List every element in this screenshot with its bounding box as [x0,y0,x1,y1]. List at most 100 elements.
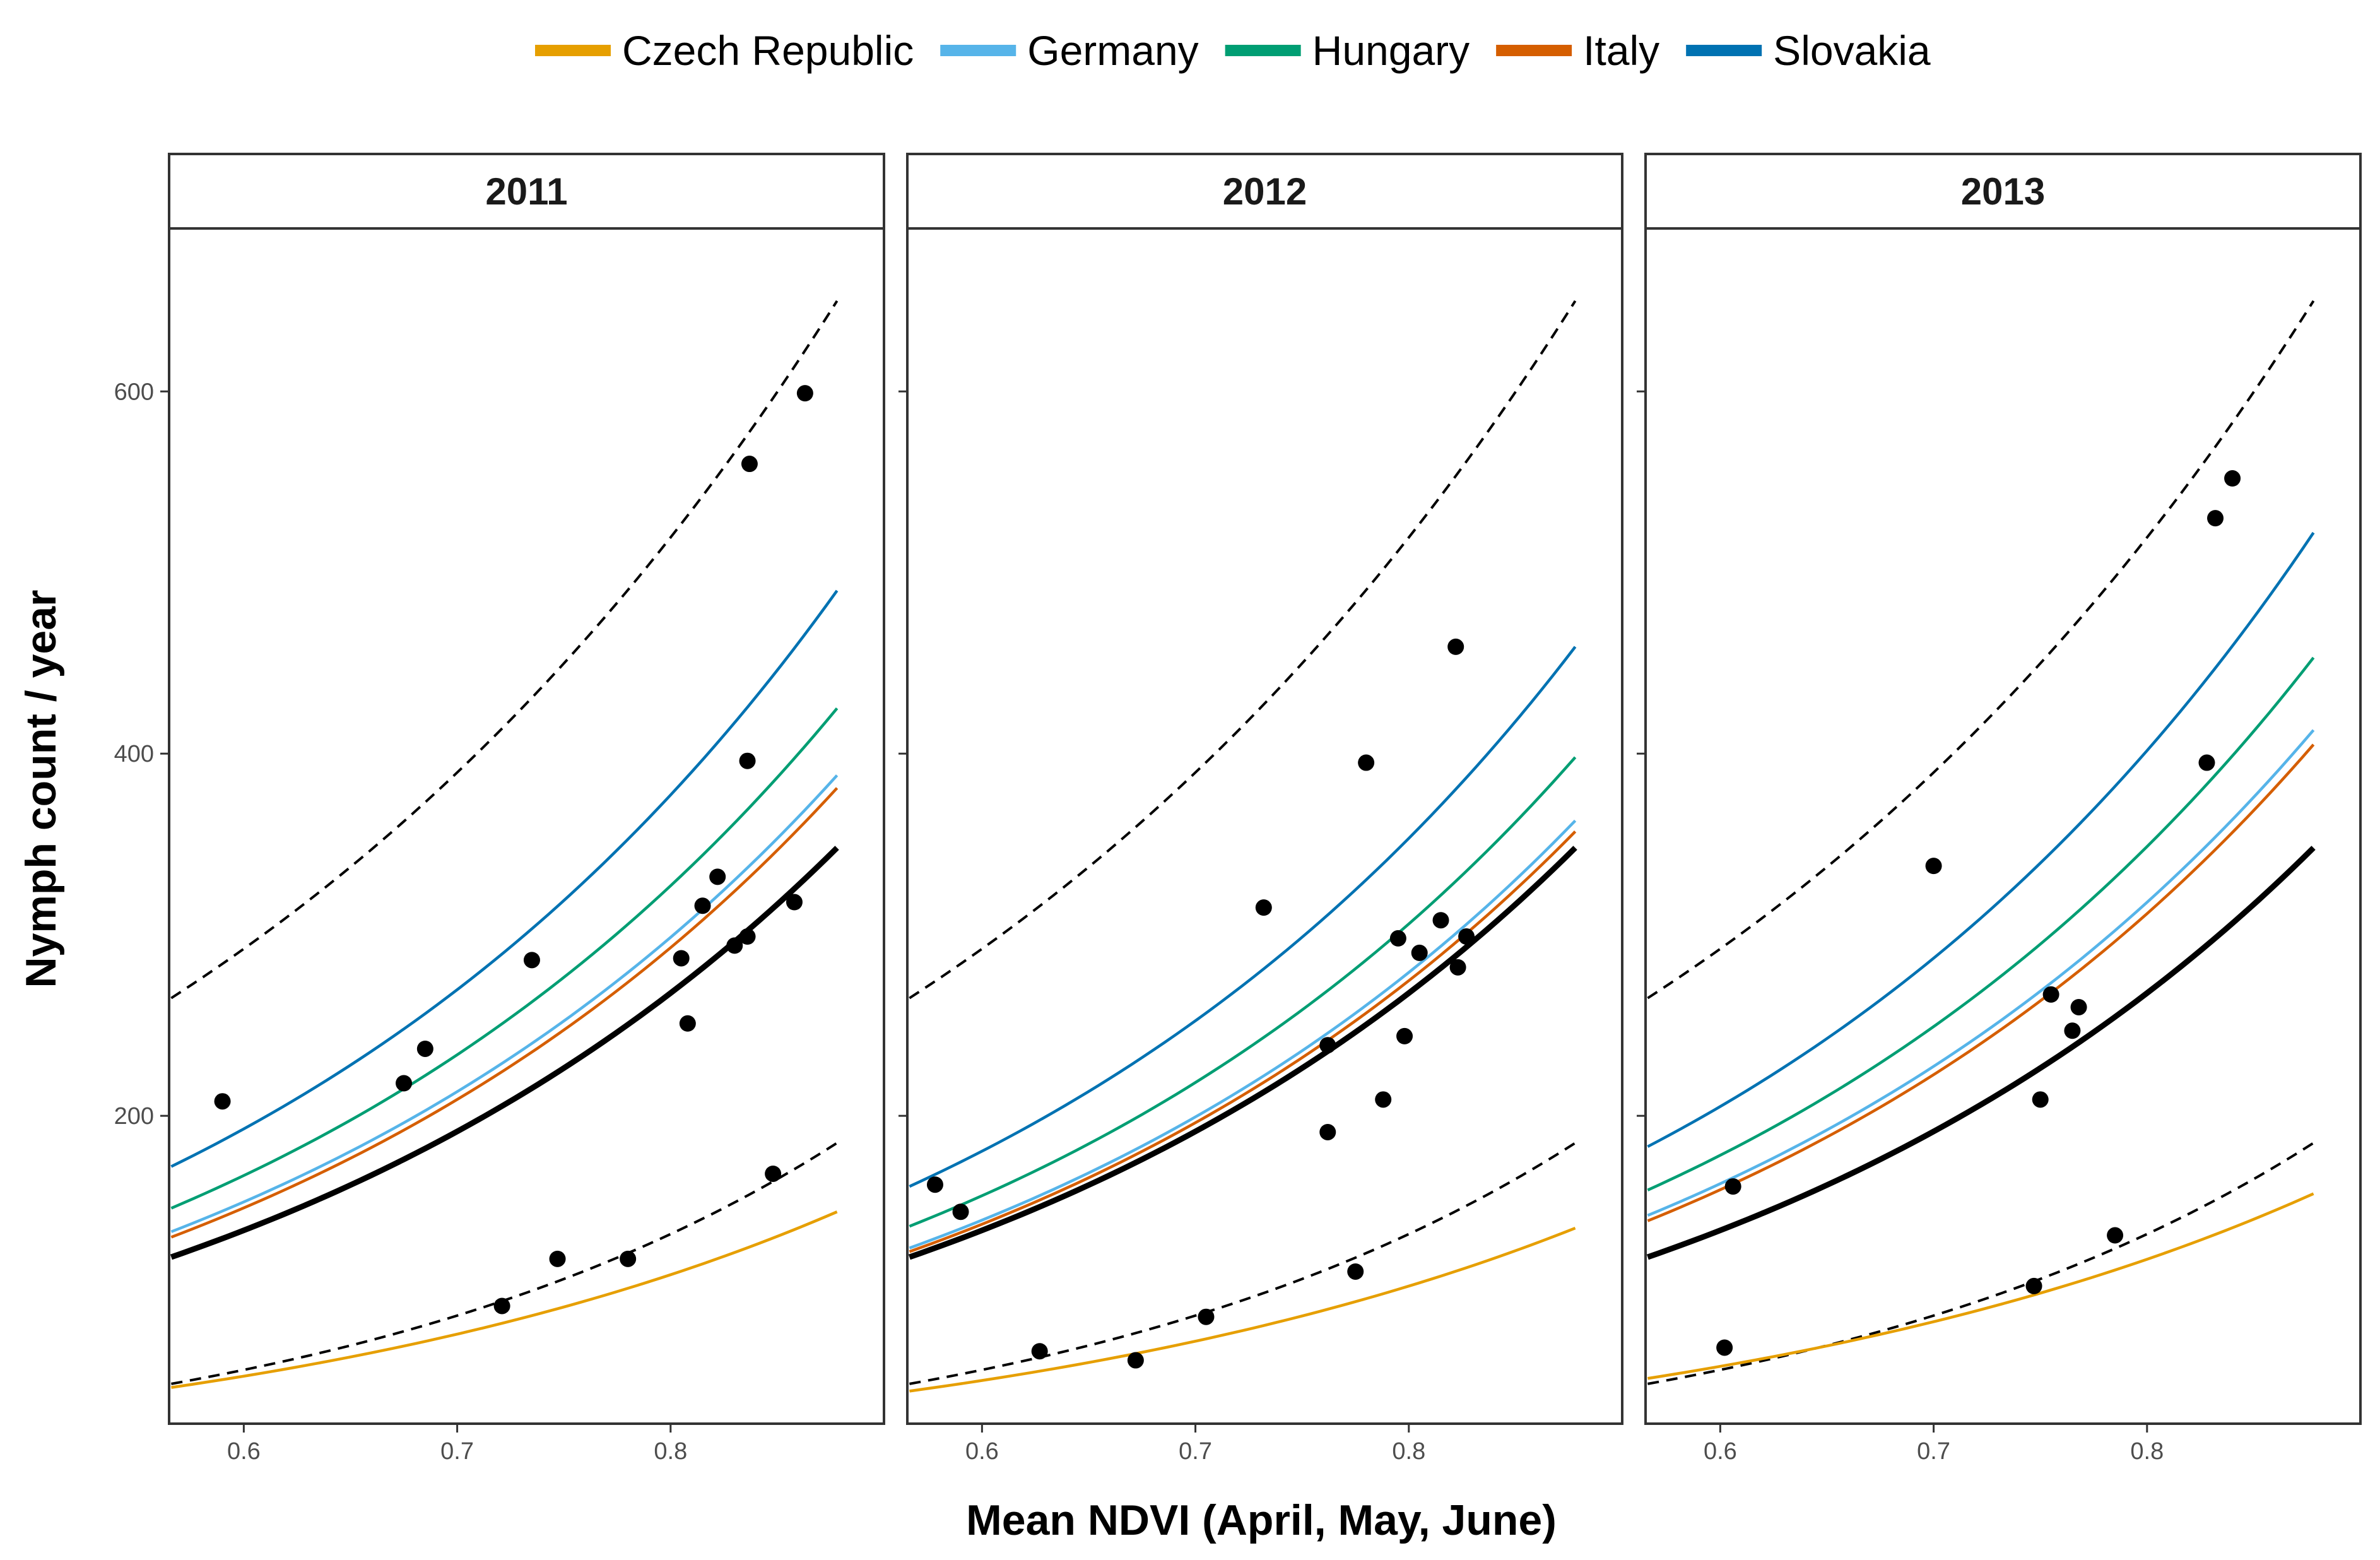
data-point [523,952,540,969]
data-point [694,897,711,914]
data-point [796,385,813,402]
panel-plot-area [907,228,1622,1424]
legend: Czech Republic Germany Hungary Italy Slovaki… [535,27,1931,74]
data-point [679,1015,696,1032]
panel-plot-area [1646,228,2360,1424]
panel-marks [908,300,1577,1393]
x-tick-label: 0.6 [1704,1438,1737,1465]
data-point [1347,1263,1364,1280]
data-point [2064,1022,2081,1039]
data-point [952,1203,969,1220]
data-point [2107,1227,2124,1244]
data-point [1319,1123,1336,1140]
data-point [416,1040,433,1057]
data-point [2032,1091,2049,1108]
series-line-germany [1647,729,2315,1217]
data-point [1447,638,1464,655]
panel-marks [1646,300,2316,1385]
panel-strip-label: 2012 [1223,170,1307,213]
panel-strip [168,153,885,230]
data-point [2198,754,2215,771]
data-point [2207,510,2224,527]
panel-2011: 2011 0.6 0.7 0.8 200 400 600 [114,153,885,1465]
x-tick-label: 0.6 [227,1438,261,1465]
series-line-czech-republic [1647,1192,2314,1380]
data-point [1389,930,1406,947]
y-tick-label: 200 [114,1103,154,1130]
panel-border [906,227,1623,1425]
data-point [2025,1277,2042,1294]
data-point [1127,1352,1144,1369]
upper-interval-line [170,300,839,1000]
series-line-germany [909,819,1577,1250]
y-axis-title: Nymph count / year [17,589,65,988]
data-point [1458,928,1475,945]
data-point [620,1250,637,1267]
panel-strip-label: 2013 [1961,170,2045,213]
data-point [1319,1037,1336,1054]
data-point [1716,1339,1733,1356]
y-tick-label: 400 [114,741,154,767]
data-point [396,1075,413,1092]
data-point [1031,1343,1048,1360]
data-point [1724,1178,1741,1195]
data-point [1255,899,1272,916]
x-tick-label: 0.8 [2130,1438,2164,1465]
series-line-germany [170,774,839,1233]
data-point [1925,858,1942,875]
legend-label-hungary: Hungary [1312,27,1470,74]
panel-strip [906,153,1623,230]
mean-fit-line [170,846,839,1260]
data-point [726,937,743,954]
x-tick-label: 0.7 [1917,1438,1950,1465]
series-line-hungary [1647,656,2315,1191]
data-point [786,894,803,911]
upper-interval-line [909,300,1577,1000]
data-point [2070,998,2087,1015]
panel-2013: 2013 0.6 0.7 0.8 [1637,153,2362,1465]
panel-plot-area [169,228,884,1424]
series-line-hungary [170,707,839,1210]
legend-label-germany: Germany [1027,27,1198,74]
data-point [739,752,756,769]
x-tick-label: 0.8 [1392,1438,1425,1465]
data-point [1375,1091,1392,1108]
data-point [1396,1027,1413,1044]
data-point [1358,754,1375,771]
series-line-czech-republic [171,1210,838,1389]
data-point [1198,1308,1215,1325]
data-point [493,1297,510,1315]
legend-label-czech-republic: Czech Republic [622,27,914,74]
panel-2012: 2012 0.6 0.7 0.8 [898,153,1623,1465]
x-tick-label: 0.6 [965,1438,999,1465]
legend-label-slovakia: Slovakia [1773,27,1931,74]
x-tick-label: 0.8 [654,1438,687,1465]
lower-interval-line [1647,1142,2314,1385]
data-point [2042,986,2059,1003]
series-line-slovakia [909,646,1577,1188]
y-tick-label: 600 [114,379,154,405]
series-line-slovakia [170,589,839,1168]
x-tick-label: 0.7 [440,1438,474,1465]
facet-panels: 2011 0.6 0.7 0.8 200 400 600 2012 0.6 0.7 0.8 2013 0… [114,153,2362,1465]
mean-fit-line [1646,846,2316,1260]
series-line-italy [170,787,839,1239]
panel-border [168,227,885,1425]
panel-strip [1644,153,2362,230]
panel-strip-label: 2011 [485,170,567,213]
mean-fit-line [908,846,1577,1260]
data-point [673,950,690,967]
x-tick-label: 0.7 [1179,1438,1212,1465]
series-line-slovakia [1647,531,2315,1148]
lower-interval-line [909,1142,1576,1385]
data-point [709,868,726,885]
series-line-hungary [909,756,1577,1228]
series-line-czech-republic [909,1226,1576,1393]
series-line-italy [1647,743,2315,1222]
data-point [1432,912,1449,929]
data-point [214,1093,231,1110]
data-point [2224,470,2241,487]
data-point [739,928,756,945]
legend-label-italy: Italy [1583,27,1659,74]
